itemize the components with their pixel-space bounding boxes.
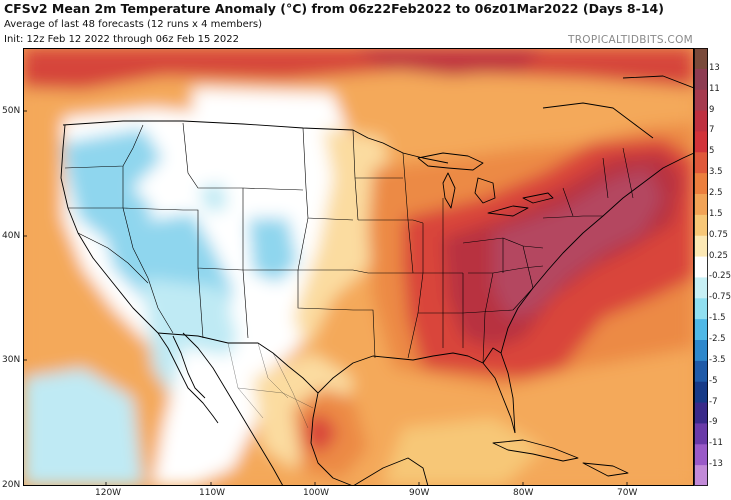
lat-label-30n: 30N (2, 355, 21, 365)
gulf-coastline (317, 352, 516, 434)
colorbar-segment (694, 194, 708, 216)
lon-label-70w: 70W (617, 488, 638, 498)
colorbar-label: -0.75 (709, 292, 731, 303)
lake-ontario (522, 192, 554, 204)
colorbar-label: 5 (709, 146, 715, 157)
colorbar-segment (694, 68, 708, 91)
anomaly-shading (23, 48, 694, 486)
colorbar-segment (694, 256, 708, 278)
map-subtitle-average: Average of last 48 forecasts (12 runs x … (4, 19, 262, 30)
colorbar-label: 0.25 (709, 250, 728, 261)
colorbar-label: -7 (709, 396, 718, 407)
colorbar-segment (694, 465, 708, 486)
lake-michigan (442, 172, 456, 209)
colorbar-segment (694, 402, 708, 424)
lake-erie (487, 205, 529, 217)
colorbar-segment (694, 235, 708, 258)
colorbar-label: -5 (709, 375, 718, 386)
atlantic-coastline (500, 152, 694, 354)
lake-superior (417, 152, 484, 171)
mexico-west-coast (182, 332, 284, 486)
colorbar-segment (694, 214, 708, 237)
mexico-gulf-coast (310, 392, 354, 486)
lon-label-120w: 120W (95, 488, 122, 498)
colorbar-segment (694, 89, 708, 112)
colorbar-label: -3.5 (709, 354, 726, 365)
colorbar-label: 1.5 (709, 208, 723, 219)
colorbar-segment (694, 319, 708, 341)
map-frame (23, 48, 694, 486)
pacific-coastline (60, 124, 159, 334)
lake-huron (474, 177, 496, 204)
colorbar-label: 7 (709, 125, 715, 136)
colorbar-segment (694, 277, 708, 299)
colorbar-label: 3.5 (709, 167, 723, 178)
colorbar-label: 13 (709, 62, 720, 73)
lon-label-100w: 100W (303, 488, 330, 498)
map-title: CFSv2 Mean 2m Temperature Anomaly (°C) f… (4, 1, 664, 16)
colorbar-segment (694, 360, 708, 383)
lon-label-110w: 110W (199, 488, 226, 498)
temperature-anomaly-map (23, 48, 694, 486)
map-subtitle-init: Init: 12z Feb 12 2022 through 06z Feb 15… (4, 34, 239, 45)
lon-label-80w: 80W (513, 488, 534, 498)
colorbar-segment (694, 340, 708, 362)
colorbar-label: -13 (709, 459, 723, 470)
baja-coast (157, 332, 219, 424)
colorbar-segment (694, 110, 708, 132)
yucatan (352, 457, 429, 486)
colorbar-label: -2.5 (709, 334, 726, 344)
colorbar-segment (694, 131, 708, 153)
colorbar-label: 11 (709, 83, 720, 94)
colorbar-segment (694, 48, 708, 70)
state-borders (64, 122, 634, 364)
lat-label-20n: 20N (2, 480, 21, 490)
geographic-outlines (60, 75, 694, 486)
florida-coast (482, 347, 516, 434)
colorbar-segment (694, 152, 708, 174)
lat-label-50n: 50N (2, 106, 21, 116)
colorbar-segment (694, 298, 708, 320)
colorbar-label: 2.5 (709, 188, 723, 198)
colorbar (694, 48, 708, 486)
colorbar-segment (694, 381, 708, 404)
hispaniola (582, 462, 629, 477)
cuba (492, 439, 579, 462)
lat-label-40n: 40N (2, 231, 21, 241)
colorbar-label: -0.25 (709, 271, 731, 282)
colorbar-segment (694, 444, 708, 466)
colorbar-label: -9 (709, 417, 718, 428)
credit-watermark: TROPICALTIDBITS.COM (568, 34, 693, 46)
colorbar-label: 0.75 (709, 229, 728, 240)
colorbar-label: 9 (709, 104, 715, 115)
colorbar-label: -11 (709, 438, 723, 449)
colorbar-segment (694, 173, 708, 195)
colorbar-segment (694, 423, 708, 445)
colorbar-label: -1.5 (709, 313, 726, 324)
lon-label-90w: 90W (409, 488, 430, 498)
